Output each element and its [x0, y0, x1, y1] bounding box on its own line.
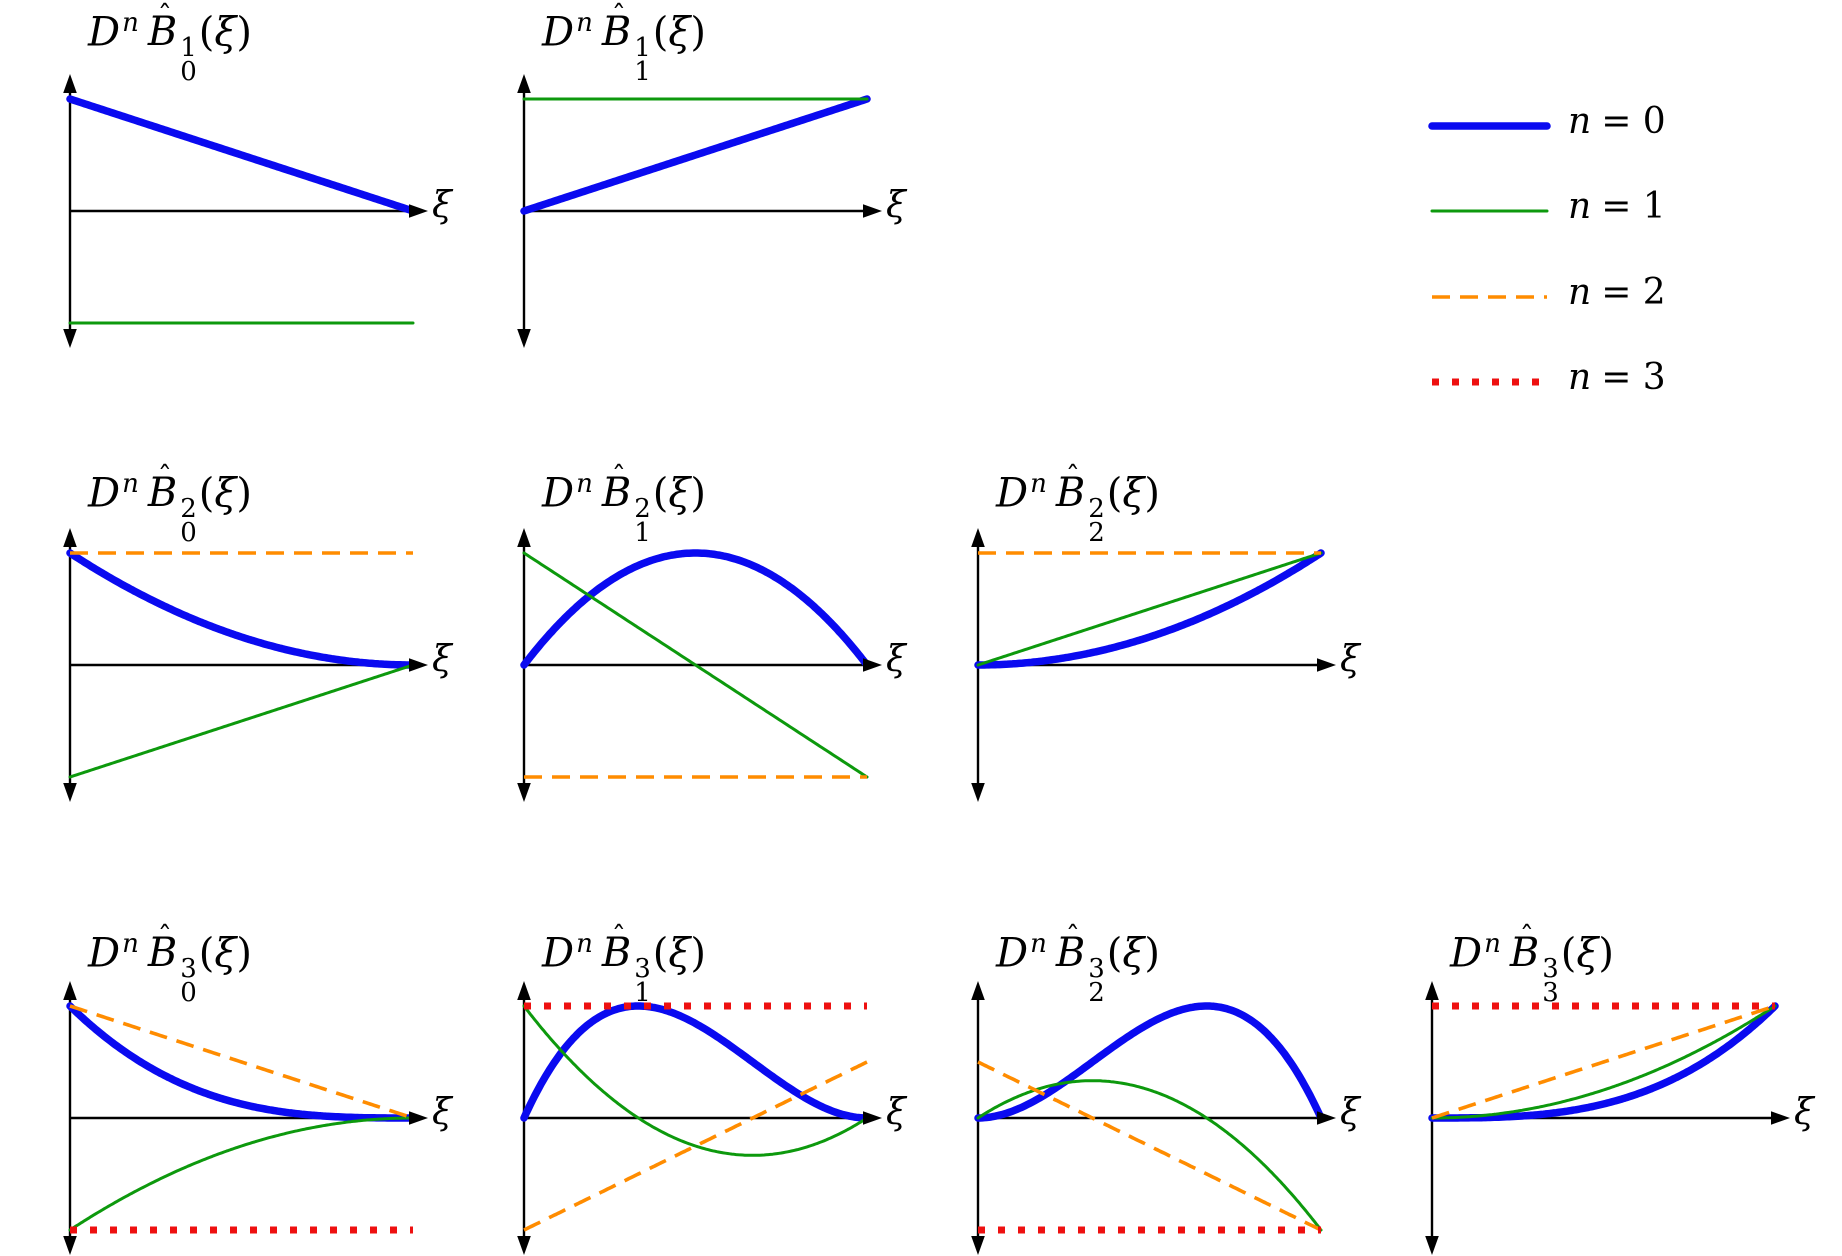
subplot-p2-i0 [63, 528, 428, 802]
curve-n2 [523, 1060, 868, 1232]
curve-n1 [68, 663, 415, 779]
arrowhead-up-icon [517, 528, 531, 547]
curve-n2 [977, 1060, 1322, 1232]
curve-n0 [66, 1002, 417, 1122]
curve-n0 [66, 95, 417, 215]
arrowhead-down-icon [63, 1236, 77, 1255]
curve-n1 [1430, 1004, 1777, 1120]
arrowhead-down-icon [1425, 1236, 1439, 1255]
curve-n0 [66, 549, 417, 669]
arrowhead-right-icon [409, 658, 428, 672]
arrowhead-up-icon [63, 74, 77, 93]
arrowhead-down-icon [63, 329, 77, 348]
subplot-p3-i1 [517, 981, 882, 1255]
subplot-p2-i1 [517, 528, 882, 802]
arrowhead-right-icon [409, 1111, 428, 1125]
curve-n0 [974, 549, 1325, 669]
curve-n1 [976, 551, 1323, 667]
arrowhead-down-icon [517, 329, 531, 348]
curve-n0 [520, 1002, 871, 1122]
legend [1428, 122, 1551, 386]
arrowhead-up-icon [1425, 981, 1439, 1000]
subplot-p1-i0 [63, 74, 428, 348]
subplot-p1-i1 [517, 74, 882, 348]
curve-n0 [1428, 1002, 1779, 1122]
curve-n2 [69, 1004, 414, 1120]
subplot-p3-i2 [971, 981, 1336, 1255]
arrowhead-right-icon [409, 204, 428, 218]
arrowhead-down-icon [517, 783, 531, 802]
arrowhead-up-icon [517, 981, 531, 1000]
subplot-p2-i2 [971, 528, 1336, 802]
arrowhead-right-icon [1771, 1111, 1790, 1125]
arrowhead-up-icon [63, 528, 77, 547]
arrowhead-right-icon [863, 1111, 882, 1125]
subplot-p3-i3 [1425, 981, 1790, 1255]
curve-n2 [1431, 1004, 1776, 1120]
curve-n1 [522, 551, 869, 779]
arrowhead-down-icon [971, 783, 985, 802]
arrowhead-right-icon [863, 204, 882, 218]
curve-n0 [520, 549, 871, 669]
arrowhead-right-icon [1317, 658, 1336, 672]
arrowhead-up-icon [971, 981, 985, 1000]
arrowhead-down-icon [63, 783, 77, 802]
curve-n1 [68, 1116, 415, 1232]
arrowhead-up-icon [517, 74, 531, 93]
arrowhead-down-icon [971, 1236, 985, 1255]
subplot-p3-i0 [63, 981, 428, 1255]
curve-n0 [520, 95, 871, 215]
arrowhead-up-icon [971, 528, 985, 547]
arrowhead-down-icon [517, 1236, 531, 1255]
arrowhead-right-icon [863, 658, 882, 672]
arrowhead-right-icon [1317, 1111, 1336, 1125]
arrowhead-up-icon [63, 981, 77, 1000]
curve-n1 [522, 1004, 869, 1157]
curve-n0 [974, 1002, 1325, 1122]
